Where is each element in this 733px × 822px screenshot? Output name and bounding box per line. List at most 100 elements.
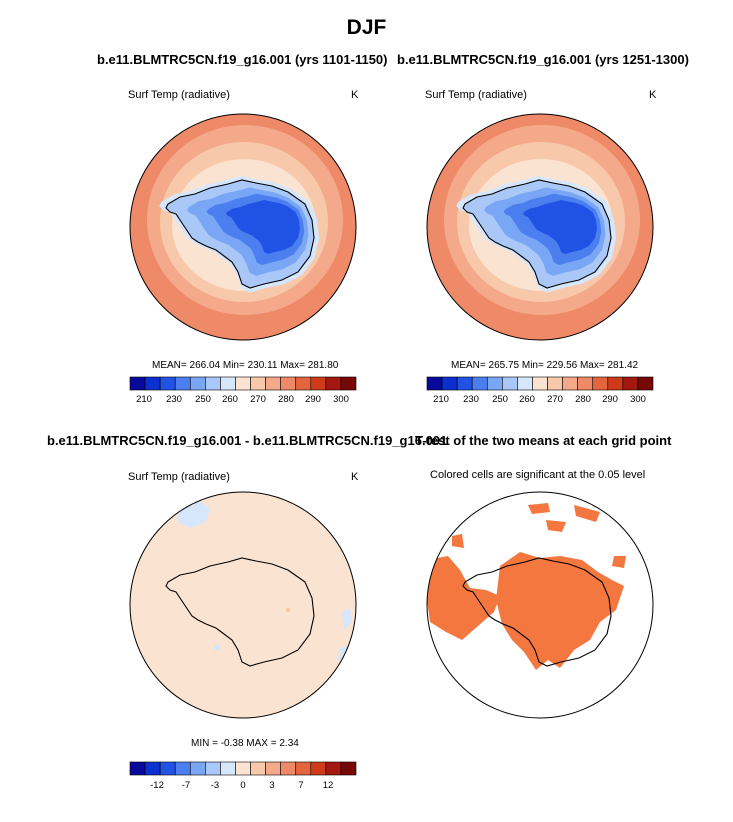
panel-4-significant-cell [546, 520, 566, 532]
panel-3-colorbar-label: 12 [322, 780, 334, 791]
panel-4-significant-cell [528, 503, 550, 514]
panel-1-stats: MEAN= 266.04 Min= 230.11 Max= 281.80 [152, 360, 339, 371]
panel-1-title: b.e11.BLMTRC5CN.f19_g16.001 (yrs 1101-11… [97, 52, 388, 67]
panel-2-colorbar-swatch [441, 376, 458, 391]
panel-2-colorbar-label: 250 [492, 394, 508, 405]
panel-2-colorbar-label: 230 [463, 394, 479, 405]
panel-3-colorbar-swatch [205, 761, 221, 776]
panel-1-colorbar-swatch [325, 376, 342, 391]
panel-1-variable: Surf Temp (radiative) [128, 89, 230, 101]
panel-4-significant-cell [612, 556, 626, 568]
panel-1-colorbar-label: 260 [222, 394, 238, 405]
panel-2-colorbar-swatch [622, 376, 639, 391]
panel-2-colorbar-swatch [456, 376, 473, 391]
panel-2-colorbar-label: 280 [575, 394, 591, 405]
main-title: DJF [346, 16, 387, 39]
panel-3-stats: MIN = -0.38 MAX = 2.34 [191, 738, 299, 749]
panel-3-colorbar-label: -12 [150, 780, 164, 791]
panel-3-field [130, 492, 356, 718]
panel-3-colorbar-swatch [220, 761, 236, 776]
panel-3-colorbar-swatch [265, 761, 281, 776]
panel-1-colorbar-swatch [295, 376, 312, 391]
panel-4-significant-region [427, 556, 500, 640]
panel-1-colorbar-swatch [174, 376, 191, 391]
panel-1-colorbar-label: 210 [136, 394, 152, 405]
panel-2-colorbar-label: 260 [519, 394, 535, 405]
panel-2-colorbar-swatch [532, 376, 548, 391]
panel-3-positive-patch [286, 608, 290, 612]
panel-2-colorbar-swatch [577, 376, 594, 391]
panel-1-colorbar-swatch [189, 376, 206, 391]
panel-4-significant-cell [574, 505, 600, 522]
panel-4-significant-cell [452, 534, 464, 548]
panel-2-units: K [649, 89, 657, 101]
panel-1-colorbar-label: 230 [166, 394, 182, 405]
panel-3-colorbar-swatch [325, 761, 342, 776]
panel-3-units: K [351, 471, 359, 483]
panel-1-units: K [351, 89, 359, 101]
panel-1-colorbar-swatch [265, 376, 281, 391]
panel-2-colorbar-swatch [607, 376, 624, 391]
panel-2-colorbar-swatch [471, 376, 488, 391]
panel-3-colorbar-label: -3 [210, 780, 220, 791]
panel-3-colorbar-swatch [189, 761, 206, 776]
panel-4-subtitle: Colored cells are significant at the 0.0… [430, 469, 646, 481]
panel-2-colorbar-swatch [562, 376, 578, 391]
panel-1-colorbar-swatch [340, 376, 357, 391]
panel-3-colorbar-swatch [280, 761, 297, 776]
panel-2-colorbar-label: 270 [547, 394, 563, 405]
panel-4-map [427, 492, 653, 718]
panel-3-title: b.e11.BLMTRC5CN.f19_g16.001 - b.e11.BLMT… [47, 433, 448, 448]
panel-1-colorbar-swatch [310, 376, 327, 391]
panel-3-colorbar-swatch [250, 761, 266, 776]
panel-3-colorbar-label: 7 [298, 780, 304, 791]
panel-2-colorbar-swatch [592, 376, 609, 391]
panel-2-variable: Surf Temp (radiative) [425, 89, 527, 101]
panel-2-colorbar-swatch [547, 376, 563, 391]
panel-3-colorbar-swatch [235, 761, 251, 776]
panel-1-colorbar-swatch [144, 376, 161, 391]
panel-3-colorbar-swatch [174, 761, 191, 776]
panel-2-colorbar-label: 290 [602, 394, 618, 405]
panel-2-colorbar [426, 376, 654, 391]
panel-1-colorbar [129, 376, 357, 391]
panel-3-colorbar-label: 3 [269, 780, 275, 791]
panel-4-title: T-test of the two means at each grid poi… [415, 433, 672, 448]
panel-1-colorbar-swatch [280, 376, 297, 391]
panel-2-colorbar-label: 210 [433, 394, 449, 405]
panel-1-colorbar-label: 250 [195, 394, 211, 405]
panel-1-colorbar-swatch [205, 376, 221, 391]
panel-2-map-border [426, 113, 654, 341]
panel-2-map [427, 114, 653, 340]
panel-3-negative-patch [342, 608, 352, 630]
panel-2-colorbar-swatch [637, 376, 654, 391]
panel-3-map-border [129, 491, 357, 719]
panel-3-variable: Surf Temp (radiative) [128, 471, 230, 483]
panel-2-stats: MEAN= 265.75 Min= 229.56 Max= 281.42 [451, 360, 639, 371]
panel-3-colorbar-label: 0 [240, 780, 246, 791]
panel-1-map [130, 114, 356, 340]
panel-3-colorbar-swatch [159, 761, 176, 776]
panel-1-colorbar-label: 300 [333, 394, 349, 405]
panel-3-colorbar-swatch [310, 761, 327, 776]
panel-1-colorbar-label: 290 [305, 394, 321, 405]
panel-2-colorbar-label: 300 [630, 394, 646, 405]
panel-3-map [130, 492, 356, 718]
panel-4-significant-region [496, 552, 624, 670]
panel-3-colorbar-label: -7 [181, 780, 191, 791]
panel-3-colorbar-swatch [340, 761, 357, 776]
panel-2-colorbar-swatch [517, 376, 533, 391]
panel-3-colorbar-swatch [144, 761, 161, 776]
panel-2-title: b.e11.BLMTRC5CN.f19_g16.001 (yrs 1251-13… [397, 52, 689, 67]
panel-3-colorbar-swatch [129, 761, 146, 776]
panel-2-colorbar-swatch [502, 376, 518, 391]
panel-2-colorbar-swatch [486, 376, 503, 391]
panel-1-colorbar-swatch [250, 376, 266, 391]
panel-1-colorbar-label: 280 [278, 394, 294, 405]
panel-2-colorbar-swatch [426, 376, 443, 391]
panel-1-colorbar-swatch [159, 376, 176, 391]
panel-4-map-border [426, 491, 654, 719]
panel-1-colorbar-swatch [220, 376, 236, 391]
panel-3-colorbar [129, 761, 357, 776]
